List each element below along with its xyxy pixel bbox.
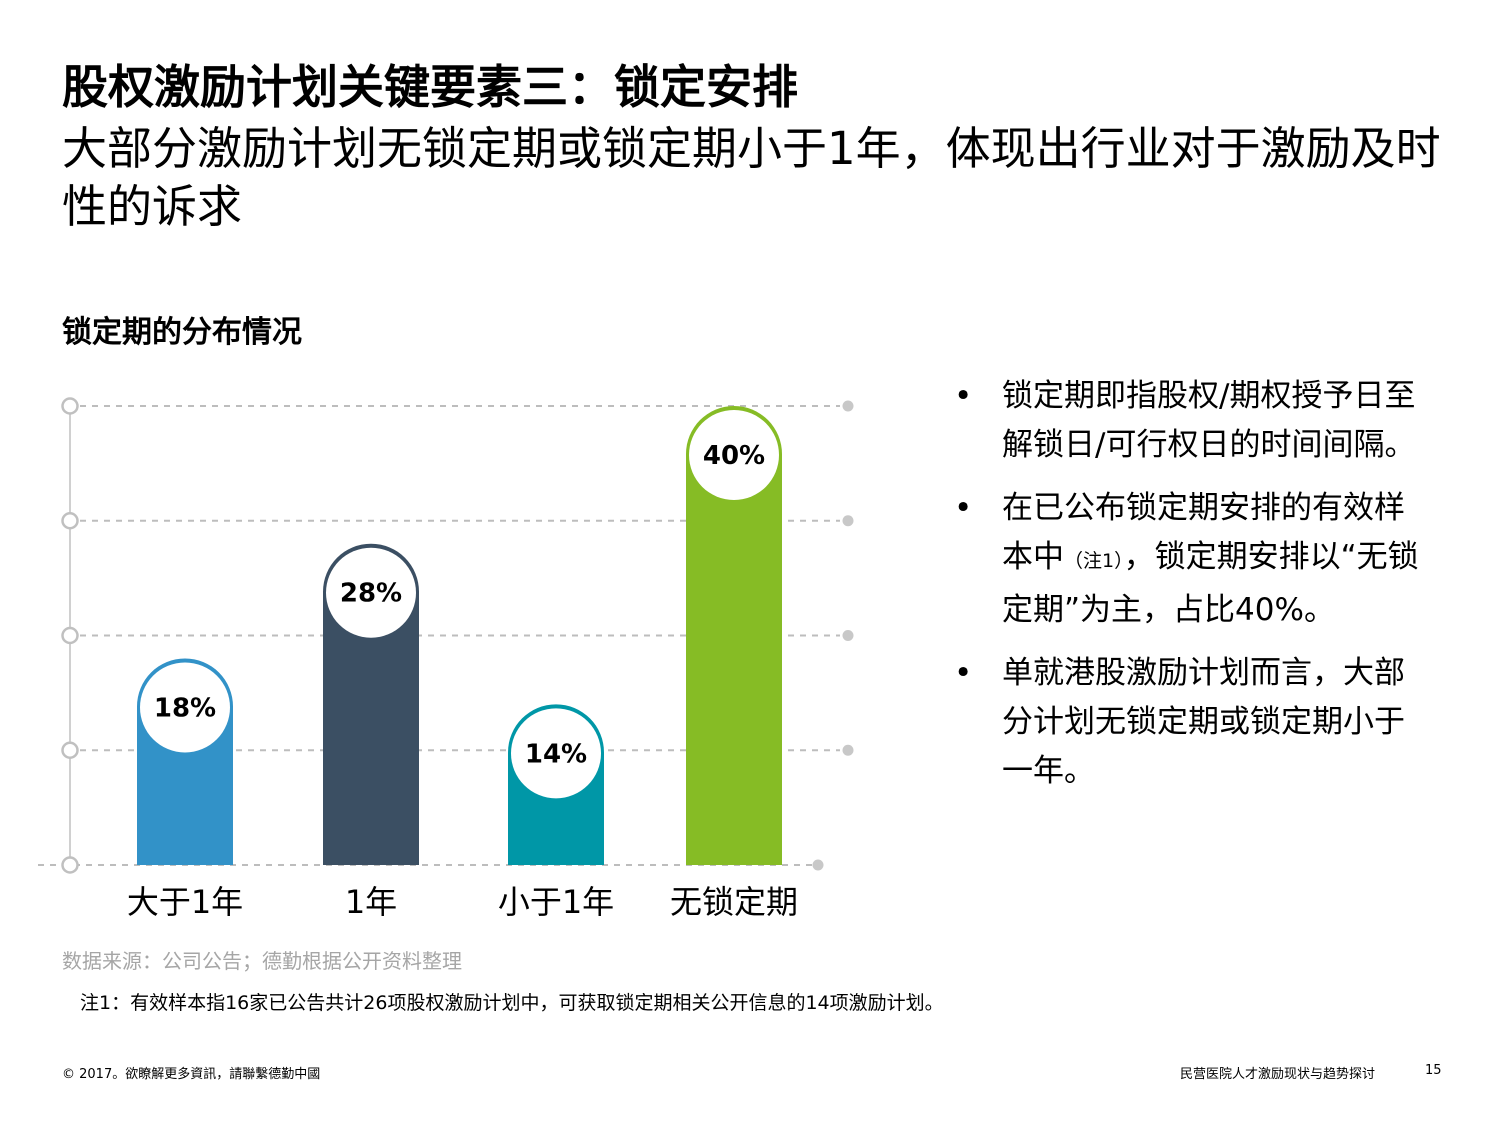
bullet-item: • 锁定期即指股权/期权授予日至解锁日/可行权日的时间间隔。 <box>950 372 1420 470</box>
gridline-end-dot <box>842 515 854 527</box>
bullet-item: • 单就港股激励计划而言，大部分计划无锁定期或锁定期小于一年。 <box>950 649 1420 796</box>
gridline-marker <box>61 856 79 874</box>
gridline-marker <box>61 741 79 759</box>
bullet-item: • 在已公布锁定期安排的有效样本中（注1），锁定期安排以“无锁定期”为主，占比4… <box>950 484 1420 635</box>
category-label: 1年 <box>345 883 397 921</box>
bar <box>686 406 782 865</box>
page-subtitle: 大部分激励计划无锁定期或锁定期小于1年，体现出行业对于激励及时性的诉求 <box>62 122 1441 233</box>
data-source: 数据来源：公司公告；德勤根据公开资料整理 <box>62 949 462 973</box>
bar-value-label: 14% <box>525 739 587 769</box>
category-label: 大于1年 <box>127 883 243 921</box>
gridline-end-dot <box>842 630 854 641</box>
bullet-text: ，锁定期安排以“无锁定期”为主，占比40%。 <box>1002 539 1419 628</box>
bullet-list: • 锁定期即指股权/期权授予日至解锁日/可行权日的时间间隔。 • 在已公布锁定期… <box>950 372 1420 810</box>
copyright-footer: © 2017。欲瞭解更多資訊，請聯繫德勤中國 <box>62 1067 321 1082</box>
bullet-dot: • <box>954 655 973 691</box>
chart-title: 锁定期的分布情况 <box>62 315 302 350</box>
page-title: 股权激励计划关键要素三：锁定安排 <box>62 60 798 114</box>
gridline-end-dot <box>842 400 854 412</box>
gridline-marker <box>61 397 79 415</box>
bullet-text: 在已公布锁定期安排的有效样本中 <box>1002 490 1405 575</box>
lock-period-chart: 18% 大于1年 28% 1年 14% 小于1年 40% 无锁定期 <box>38 397 854 921</box>
page-number: 15 <box>1425 1063 1442 1078</box>
footnote: 注1：有效样本指16家已公告共计26项股权激励计划中，可获取锁定期相关公开信息的… <box>80 992 944 1014</box>
bar-value-label: 28% <box>340 579 402 609</box>
bar-label-circle <box>511 708 601 799</box>
gridline-end-dot <box>812 859 824 871</box>
bar-value-label: 40% <box>703 441 765 471</box>
gridline-marker <box>61 512 79 530</box>
category-label: 无锁定期 <box>670 883 798 921</box>
bullet-dot: • <box>954 490 973 526</box>
bar-label-circle <box>689 410 779 500</box>
bullet-dot: • <box>954 378 973 414</box>
gridline-marker <box>61 626 79 645</box>
bar-label-circle <box>140 662 230 753</box>
category-label: 小于1年 <box>498 883 614 921</box>
bar-value-label: 18% <box>154 693 216 723</box>
report-title-footer: 民营医院人才激励现状与趋势探讨 <box>1180 1067 1376 1082</box>
bullet-text: 锁定期即指股权/期权授予日至解锁日/可行权日的时间间隔。 <box>1002 378 1416 463</box>
bullet-text: 单就港股激励计划而言，大部分计划无锁定期或锁定期小于一年。 <box>1002 655 1405 789</box>
gridline-end-dot <box>842 744 854 756</box>
bar-label-circle <box>326 547 416 638</box>
note-reference: （注1） <box>1064 550 1124 572</box>
